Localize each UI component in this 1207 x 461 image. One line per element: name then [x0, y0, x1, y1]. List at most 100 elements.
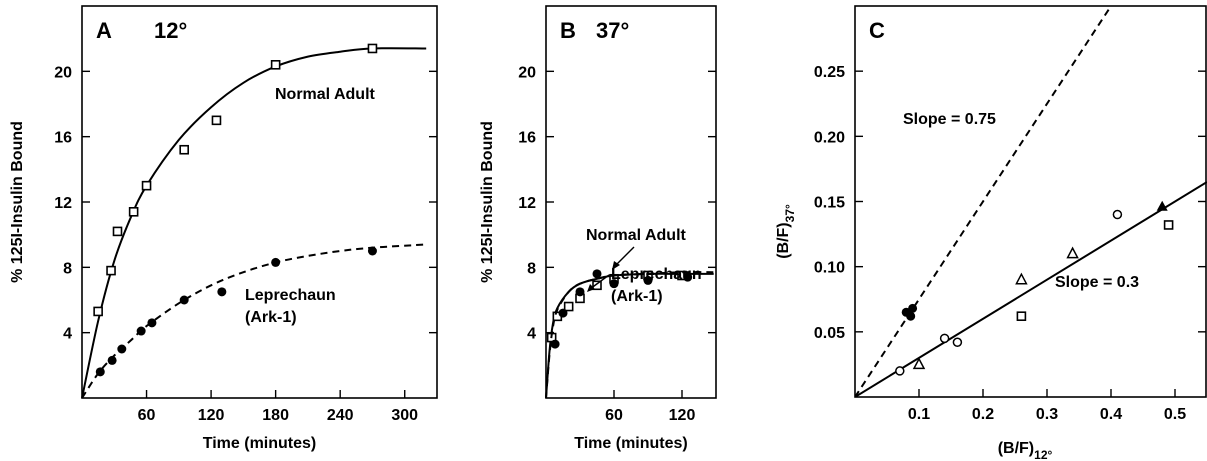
y-axis-label: (B/F)37° — [775, 204, 797, 259]
data-point — [367, 43, 378, 54]
x-axis-label: (B/F)12° — [998, 440, 1053, 461]
y-tick-label: 20 — [518, 64, 536, 81]
annotation-leprechaun: Leprechaun — [245, 287, 336, 304]
series-curve — [545, 271, 714, 399]
y-tick-label: 12 — [518, 195, 536, 212]
annotation-normal-adult: Normal Adult — [275, 86, 376, 103]
panel-letter: C — [869, 18, 885, 43]
y-axis-label-sub: 37° — [783, 204, 797, 222]
x-tick-label: 300 — [391, 407, 418, 424]
y-tick-label: 16 — [54, 130, 72, 147]
slope-line-dashed — [855, 6, 1112, 397]
annotation-slope-03: Slope = 0.3 — [1055, 274, 1139, 291]
annotation-leprechaun: Leprechaun — [611, 266, 702, 283]
x-tick-label: 120 — [198, 407, 225, 424]
y-tick-label: 4 — [63, 326, 72, 343]
y-tick-label: 0.20 — [814, 129, 845, 146]
panel-temperature: 37° — [596, 18, 629, 43]
data-point — [1066, 246, 1079, 259]
y-tick-label: 20 — [54, 64, 72, 81]
annotation-arrow — [614, 246, 635, 267]
data-point — [271, 257, 281, 267]
x-tick-label: 0.1 — [908, 406, 930, 423]
data-point — [141, 180, 152, 191]
data-point — [107, 355, 117, 365]
panel-c: 0.1 0.2 0.3 0.4 0.5 0.05 0.10 0.15 0.20 0.25 (B/F)… — [775, 5, 1207, 461]
x-tick-label: 180 — [262, 407, 289, 424]
data-point — [952, 337, 963, 348]
annotation-arrow — [589, 274, 610, 290]
y-tick-label: 0.25 — [814, 64, 845, 81]
y-tick-label: 0.05 — [814, 325, 845, 342]
y-tick-label: 0.10 — [814, 260, 845, 277]
panel-a: 60 120 180 240 300 4 8 12 16 20 Time (minutes) % 12… — [9, 5, 438, 452]
data-point — [592, 280, 602, 291]
data-point — [147, 318, 157, 328]
y-tick-label: 4 — [527, 326, 536, 343]
data-point — [136, 326, 146, 336]
y-axis-label: % 125I-Insulin Bound — [9, 121, 26, 283]
data-point — [179, 144, 189, 155]
x-axis-label: Time (minutes) — [203, 435, 317, 452]
slope-line-solid — [855, 181, 1207, 397]
data-point — [643, 275, 653, 285]
data-point — [1015, 272, 1028, 285]
data-point — [270, 59, 281, 70]
data-point — [563, 301, 574, 312]
data-point — [112, 226, 123, 237]
data-point — [1016, 311, 1027, 321]
y-tick-label: 8 — [527, 260, 536, 277]
data-point — [1112, 209, 1123, 220]
y-tick-label: 0.15 — [814, 195, 845, 212]
x-tick-label: 0.5 — [1164, 406, 1186, 423]
annotation-normal-adult: Normal Adult — [586, 227, 687, 244]
data-point — [912, 357, 926, 370]
x-axis-label-main: (B/F) — [998, 440, 1034, 457]
data-point — [367, 246, 377, 256]
x-axis-label: Time (minutes) — [574, 435, 688, 452]
x-tick-label: 240 — [327, 407, 354, 424]
x-tick-label: 0.4 — [1100, 406, 1122, 423]
data-point — [1156, 200, 1168, 211]
data-point — [939, 333, 950, 344]
x-tick-label: 0.2 — [972, 406, 994, 423]
y-axis-label-main: (B/F) — [775, 222, 792, 258]
data-point — [906, 311, 916, 321]
data-point — [117, 344, 127, 354]
y-axis-label: % 125I-Insulin Bound — [479, 121, 496, 283]
plot-frame — [545, 5, 717, 399]
annotation-arrowhead — [587, 284, 595, 292]
data-point — [95, 367, 105, 377]
panel-letter: B — [560, 18, 576, 43]
data-point — [592, 269, 602, 279]
data-point — [683, 272, 693, 282]
x-tick-label: 60 — [605, 407, 623, 424]
data-point — [106, 265, 116, 276]
annotation-ark1: (Ark-1) — [611, 288, 663, 305]
x-tick-label: 0.3 — [1036, 406, 1058, 423]
data-point — [895, 366, 905, 376]
panel-temperature: 12° — [154, 18, 187, 43]
y-tick-label: 12 — [54, 195, 72, 212]
x-tick-label: 120 — [669, 407, 696, 424]
annotation-arrowhead — [612, 261, 620, 270]
annotation-ark1: (Ark-1) — [245, 309, 297, 326]
data-point — [575, 287, 585, 297]
plot-frame — [81, 5, 438, 399]
data-point — [217, 287, 227, 297]
data-point — [908, 303, 918, 313]
x-tick-label: 60 — [138, 407, 156, 424]
series-curve — [81, 243, 427, 399]
data-point — [211, 115, 222, 126]
data-point — [550, 339, 560, 349]
x-axis-label-sub: 12° — [1034, 448, 1052, 461]
data-point — [179, 295, 189, 305]
data-point — [1163, 220, 1174, 230]
data-point — [609, 279, 619, 289]
panel-letter: A — [96, 18, 112, 43]
data-point — [93, 306, 103, 317]
plot-frame — [854, 5, 1207, 398]
y-tick-label: 8 — [63, 260, 72, 277]
data-point — [128, 207, 139, 217]
